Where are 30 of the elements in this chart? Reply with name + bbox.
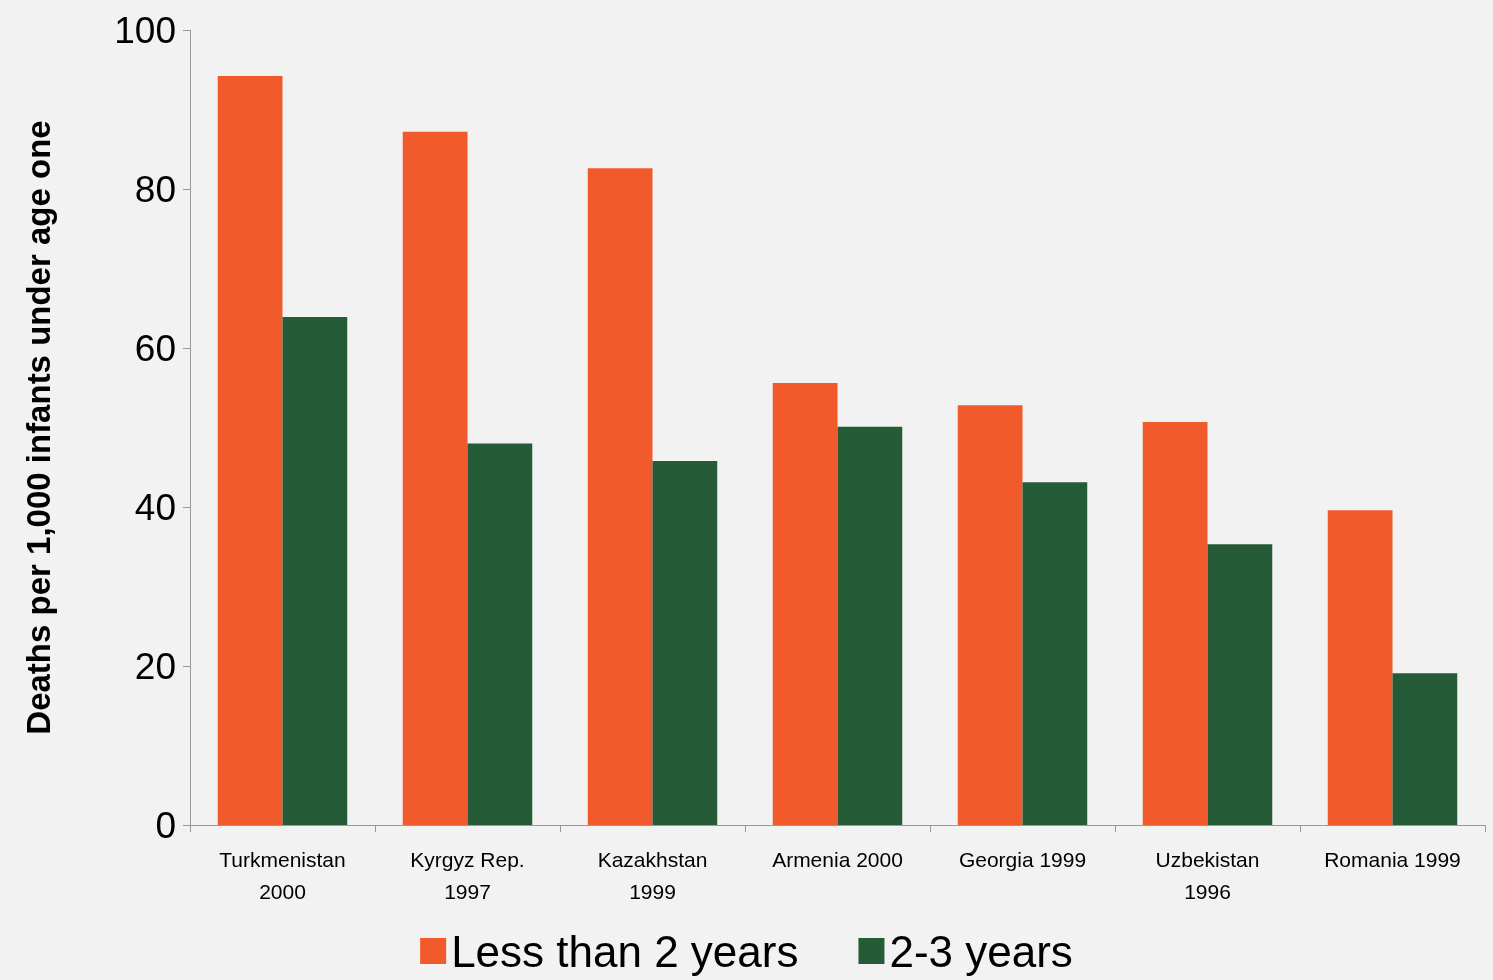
y-tick-label: 0 bbox=[155, 804, 176, 846]
bar bbox=[652, 460, 718, 825]
y-tick-label: 60 bbox=[134, 327, 176, 369]
bar bbox=[217, 76, 283, 825]
x-tick-label: Kyrgyz Rep. 1997 bbox=[410, 847, 525, 903]
x-tick-label: Kazakhstan 1999 bbox=[597, 847, 708, 903]
bar bbox=[1392, 673, 1458, 825]
bar bbox=[1142, 421, 1208, 825]
bar bbox=[282, 317, 348, 825]
bar bbox=[402, 131, 468, 825]
y-tick-label: 80 bbox=[134, 168, 176, 210]
y-tick-label: 40 bbox=[134, 486, 176, 528]
bar bbox=[837, 426, 903, 825]
bar bbox=[467, 443, 533, 825]
legend-label: 2-3 years bbox=[889, 926, 1073, 976]
y-axis-title: Deaths per 1,000 infants under age one bbox=[20, 120, 57, 735]
y-tick-label: 100 bbox=[114, 9, 176, 51]
x-tick-label: Romania 1999 bbox=[1324, 847, 1461, 871]
x-tick-label: Georgia 1999 bbox=[958, 847, 1087, 871]
bar bbox=[1022, 482, 1088, 825]
bar bbox=[1207, 544, 1273, 825]
x-tick-label: Turkmenistan 2000 bbox=[219, 847, 346, 903]
bar bbox=[1327, 510, 1393, 825]
x-tick-label: Armenia 2000 bbox=[772, 847, 903, 871]
bar bbox=[957, 405, 1023, 825]
y-tick-label: 20 bbox=[134, 645, 176, 687]
bar bbox=[587, 168, 653, 825]
legend-label: Less than 2 years bbox=[451, 926, 799, 976]
x-tick-label: Uzbekistan 1996 bbox=[1155, 847, 1260, 903]
bar bbox=[772, 382, 838, 825]
